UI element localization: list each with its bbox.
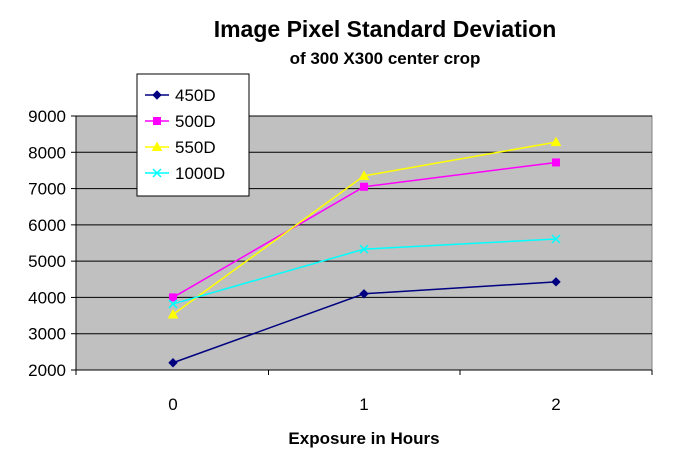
- chart-title: Image Pixel Standard Deviation: [214, 16, 557, 42]
- x-axis-label: Exposure in Hours: [288, 429, 439, 448]
- legend-item-550d: 550D: [145, 138, 216, 157]
- data-point: [168, 358, 178, 368]
- legend-label: 550D: [175, 138, 216, 157]
- y-tick-label: 9000: [28, 107, 66, 126]
- series-550d: [167, 136, 562, 319]
- x-tick-label: 2: [551, 395, 560, 414]
- legend-item-500d: 500D: [145, 112, 216, 131]
- y-tick-label: 4000: [28, 288, 66, 307]
- legend-label: 450D: [175, 86, 216, 105]
- y-tick-label: 7000: [28, 180, 66, 199]
- legend-label: 1000D: [175, 164, 225, 183]
- legend-label: 500D: [175, 112, 216, 131]
- x-axis-ticks: 0 1 2: [75, 370, 653, 414]
- y-tick-label: 3000: [28, 325, 66, 344]
- y-tick-label: 5000: [28, 252, 66, 271]
- data-point: [360, 182, 368, 191]
- legend-item-1000d: 1000D: [145, 164, 225, 183]
- data-point: [551, 277, 561, 287]
- legend-marker: [151, 141, 163, 151]
- series-450d: [168, 277, 561, 368]
- y-axis-ticks: 2000 3000 4000 5000 6000 7000 8000 9000: [28, 107, 76, 380]
- data-point: [359, 244, 369, 254]
- legend-marker: [153, 117, 161, 125]
- y-tick-label: 2000: [28, 361, 66, 380]
- legend-item-450d: 450D: [145, 86, 216, 105]
- data-point: [550, 136, 562, 147]
- data-point: [169, 293, 177, 302]
- data-point: [359, 289, 369, 299]
- series-layer: [167, 136, 562, 368]
- legend: 450D 500D 550D 1000D: [136, 73, 250, 197]
- data-point: [168, 299, 178, 309]
- data-point: [167, 308, 179, 319]
- series-1000d: [168, 234, 561, 309]
- legend-marker: [152, 168, 162, 178]
- data-point: [552, 158, 560, 167]
- chart-subtitle: of 300 X300 center crop: [290, 49, 481, 68]
- series-500d: [169, 158, 560, 302]
- data-point: [551, 234, 561, 244]
- data-point: [358, 170, 370, 180]
- x-tick-label: 1: [359, 395, 368, 414]
- y-tick-label: 8000: [28, 143, 66, 162]
- legend-marker: [152, 90, 162, 100]
- x-tick-label: 0: [168, 395, 177, 414]
- y-tick-label: 6000: [28, 216, 66, 235]
- axes: [75, 116, 652, 371]
